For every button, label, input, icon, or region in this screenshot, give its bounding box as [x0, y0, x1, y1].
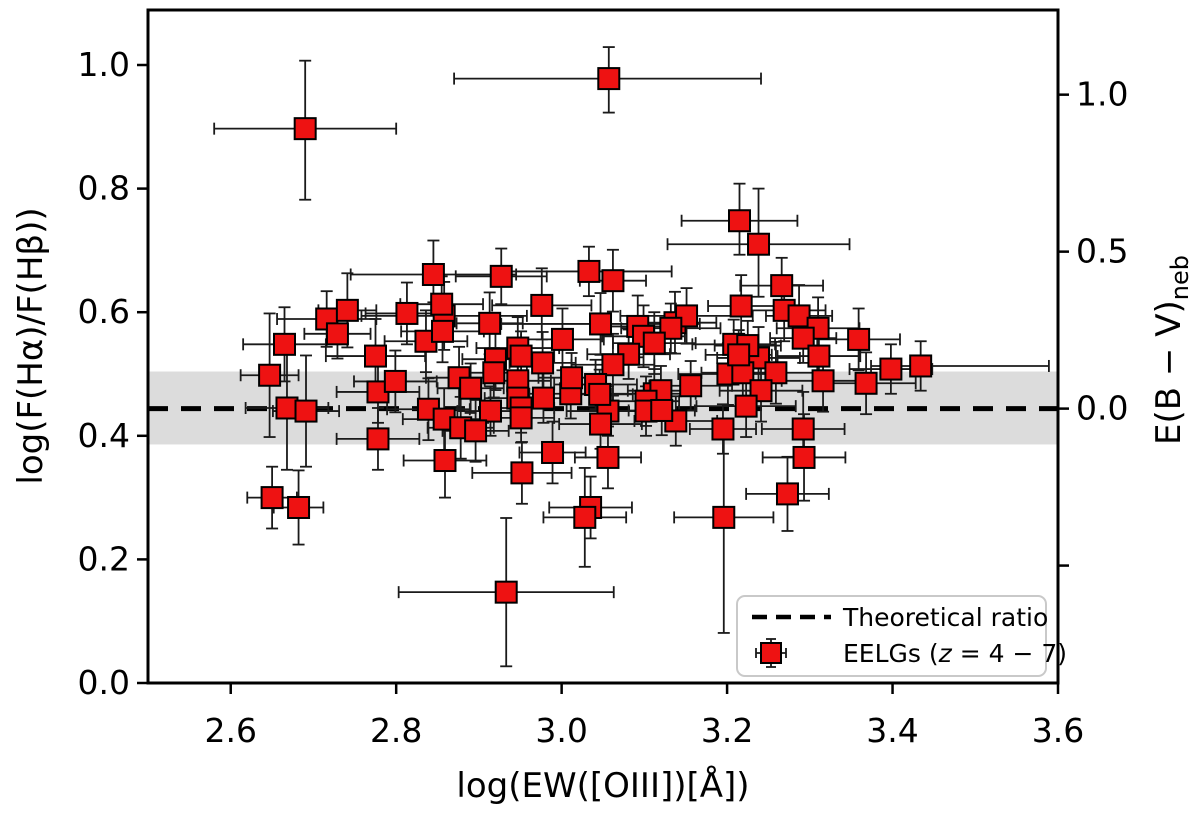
marker-layer: [258, 67, 933, 604]
y-tick-label-left: 1.0: [78, 45, 130, 84]
y-axis-label-right-main: E(B − V): [1149, 300, 1189, 445]
data-point: [589, 312, 613, 336]
legend: Theoretical ratio EELGs (z = 4 − 7): [736, 595, 1067, 677]
data-point: [764, 361, 788, 385]
legend-label-theoretical: Theoretical ratio: [842, 603, 1048, 632]
data-point: [729, 294, 753, 318]
data-point: [847, 327, 871, 351]
data-point: [275, 396, 299, 420]
x-tick-label: 3.4: [866, 711, 918, 750]
y-tick-label-left: 0.4: [78, 416, 130, 455]
data-point: [366, 427, 390, 451]
y-tick-label-right: 0.5: [1076, 232, 1128, 271]
data-point: [509, 344, 533, 368]
data-point: [791, 326, 815, 350]
data-point: [573, 505, 597, 529]
data-point: [747, 232, 771, 256]
y-axis-label-right-subscript: neb: [1166, 255, 1194, 300]
data-point: [560, 366, 584, 390]
data-point: [478, 311, 502, 335]
data-point: [325, 322, 349, 346]
data-point: [459, 376, 483, 400]
data-point: [811, 369, 835, 393]
data-point: [531, 386, 555, 410]
data-point: [431, 319, 455, 343]
legend-label-eelgs: EELGs (z = 4 − 7): [843, 639, 1067, 668]
data-point: [510, 461, 534, 485]
data-point: [879, 357, 903, 381]
data-point: [588, 382, 612, 406]
data-point: [421, 263, 445, 287]
x-tick-label: 3.0: [535, 711, 587, 750]
data-point: [294, 399, 318, 423]
data-point: [770, 274, 794, 298]
data-point: [792, 445, 816, 469]
data-point: [287, 495, 311, 519]
data-point: [601, 353, 625, 377]
data-point: [531, 351, 555, 375]
data-point: [489, 264, 513, 288]
x-tick-label: 3.2: [701, 711, 753, 750]
data-point: [482, 361, 506, 385]
x-tick-label: 2.6: [204, 711, 256, 750]
data-point: [711, 417, 735, 441]
data-point: [712, 505, 736, 529]
data-point: [335, 298, 359, 322]
y-tick-label-right: 0.0: [1076, 389, 1128, 428]
data-point: [727, 343, 751, 367]
data-point: [775, 482, 799, 506]
data-point: [791, 417, 815, 441]
plot-border: [146, 8, 1060, 685]
data-point: [679, 374, 703, 398]
data-point: [596, 445, 620, 469]
data-point: [494, 580, 518, 604]
data-point: [478, 399, 502, 423]
data-point: [642, 331, 666, 355]
data-point: [550, 327, 574, 351]
y-tick-label-left: 0.8: [78, 169, 130, 208]
y-tick-label-left: 0.2: [78, 539, 130, 578]
data-point: [577, 259, 601, 283]
data-point: [601, 269, 625, 293]
data-point: [433, 449, 457, 473]
data-point: [509, 406, 533, 430]
data-point: [293, 117, 317, 141]
x-tick-label: 2.8: [370, 711, 422, 750]
data-point: [807, 344, 831, 368]
y-axis-label-left: log(F(Hα)/F(Hβ)): [11, 207, 51, 484]
y-tick-label-right: 1.0: [1076, 75, 1128, 114]
x-tick-label: 3.6: [1032, 711, 1084, 750]
y-tick-label-left: 0.6: [78, 292, 130, 331]
data-point: [530, 293, 554, 317]
data-point: [258, 363, 282, 387]
y-axis-label-right: E(B − V)neb: [1149, 255, 1194, 445]
data-point: [734, 394, 758, 418]
data-point: [260, 486, 284, 510]
data-point: [364, 344, 387, 368]
data-point: [854, 371, 878, 395]
data-point: [383, 369, 407, 393]
data-point: [273, 332, 296, 356]
data-point: [787, 304, 811, 328]
data-point: [541, 440, 565, 464]
x-axis-label: log(EW([OIII])[Å]): [456, 765, 749, 806]
data-point: [909, 354, 933, 378]
data-point: [597, 67, 621, 91]
data-point: [430, 292, 454, 316]
data-point: [464, 419, 488, 443]
y-tick-label-left: 0.0: [78, 663, 130, 702]
data-point: [589, 412, 613, 436]
data-point: [728, 209, 751, 233]
data-point: [650, 398, 674, 422]
data-point: [395, 301, 419, 325]
legend-marker-sample: [755, 638, 787, 668]
axes-layer: 2.6 2.8 3.0 3.2 3.4 3.6 0.0 0.2 0.4 0.6 0.8 1.0 1.0 0…: [78, 8, 1128, 750]
